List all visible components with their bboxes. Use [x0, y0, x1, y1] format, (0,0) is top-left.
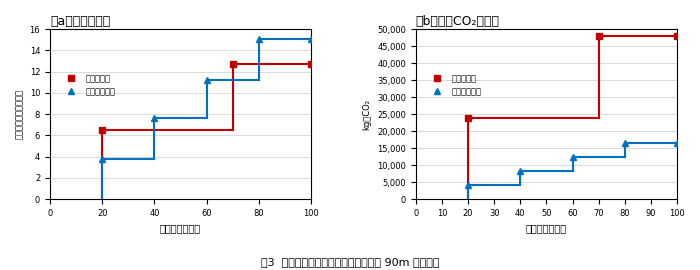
Text: （a）累計補修費: （a）累計補修費	[50, 15, 110, 28]
Legend: パネル工法, 断面修復工法: パネル工法, 断面修復工法	[425, 71, 485, 100]
Y-axis label: kg－CO₂: kg－CO₂	[363, 99, 372, 130]
Text: 図3  工法の相違による比較（水路延長 90m で試算）: 図3 工法の相違による比較（水路延長 90m で試算）	[260, 257, 440, 267]
Y-axis label: 累計補修費（百万円）: 累計補修費（百万円）	[15, 89, 24, 139]
Text: （b）累計CO₂排出量: （b）累計CO₂排出量	[416, 15, 500, 28]
Legend: パネル工法, 断面修復工法: パネル工法, 断面修復工法	[60, 71, 119, 100]
X-axis label: 経過年数（年）: 経過年数（年）	[526, 223, 567, 233]
X-axis label: 経過年数（年）: 経過年数（年）	[160, 223, 201, 233]
